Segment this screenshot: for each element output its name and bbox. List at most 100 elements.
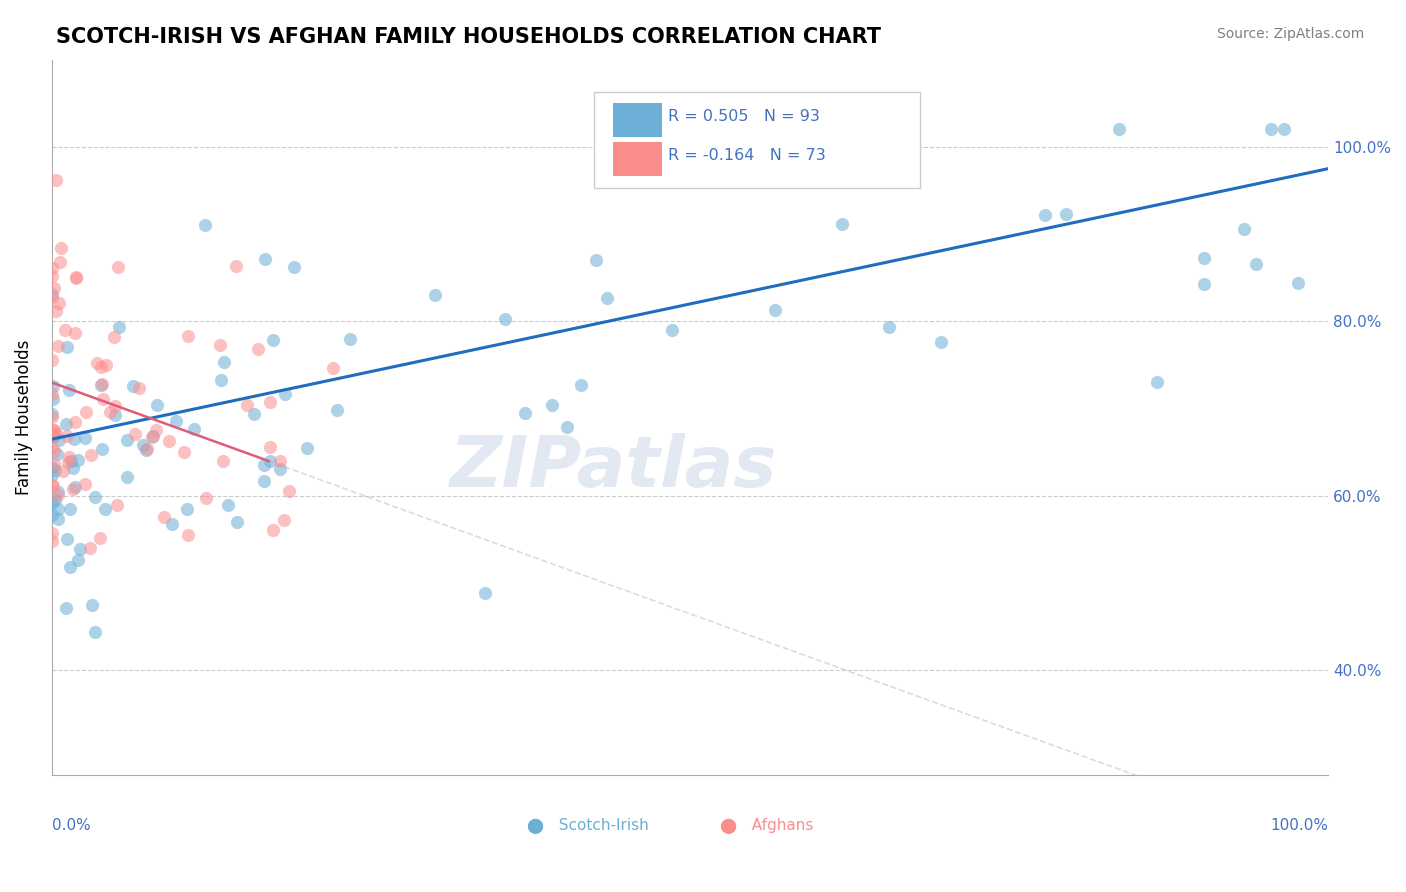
Point (41, 407, 63, 421)
Point (661, 323, 683, 337)
Point (585, 253, 607, 268)
Point (283, 260, 305, 274)
Point (104, 400, 127, 414)
Point (212, 355, 235, 369)
Point (80, 599, 103, 613)
Text: ⬤   Afghans: ⬤ Afghans (720, 818, 813, 834)
Point (41, 478, 63, 492)
Point (108, 320, 131, 334)
Point (1146, 375, 1168, 389)
Point (513, 406, 536, 420)
Text: ⬤   Scotch-Irish: ⬤ Scotch-Irish (527, 818, 648, 834)
Point (42, 429, 65, 443)
Point (183, 422, 205, 436)
Point (91, 442, 114, 457)
Point (262, 524, 284, 538)
Point (84, 624, 107, 639)
Point (153, 510, 176, 524)
Point (44, 493, 66, 508)
Point (63, 326, 86, 340)
Point (339, 332, 361, 346)
Point (86, 356, 108, 370)
Point (136, 442, 159, 456)
Text: 100.0%: 100.0% (1270, 818, 1329, 833)
Point (41, 533, 63, 548)
Point (763, 303, 786, 318)
Point (122, 379, 145, 393)
Point (225, 515, 247, 529)
Point (269, 454, 291, 468)
Point (41, 261, 63, 276)
Point (831, 217, 853, 231)
Point (49, 240, 72, 254)
Point (58, 455, 80, 469)
Point (45, 173, 67, 187)
Point (1033, 208, 1056, 222)
Point (62, 461, 84, 475)
Point (91, 377, 114, 392)
Point (115, 470, 138, 484)
Point (162, 516, 184, 531)
Point (75, 404, 97, 418)
Point (1192, 277, 1215, 291)
Point (45, 303, 67, 318)
Point (49, 255, 72, 269)
Point (60, 454, 83, 468)
Point (269, 462, 291, 476)
Point (262, 334, 284, 348)
Point (259, 395, 281, 409)
Point (41, 508, 63, 523)
FancyBboxPatch shape (595, 92, 920, 188)
Point (135, 442, 157, 457)
Point (259, 454, 281, 468)
Point (1272, 122, 1295, 136)
Point (142, 429, 165, 443)
Point (194, 218, 217, 232)
Point (80, 448, 103, 462)
Point (555, 420, 578, 434)
Point (274, 387, 297, 401)
Text: R = 0.505   N = 93: R = 0.505 N = 93 (668, 109, 820, 124)
Point (62, 433, 84, 447)
Point (41, 460, 63, 475)
Point (104, 408, 127, 422)
Point (55, 341, 77, 355)
Point (259, 441, 281, 455)
Text: SCOTCH-IRISH VS AFGHAN FAMILY HOUSEHOLDS CORRELATION CHART: SCOTCH-IRISH VS AFGHAN FAMILY HOUSEHOLDS… (56, 27, 882, 46)
Point (1286, 276, 1309, 290)
Point (55, 601, 77, 615)
Point (67, 552, 90, 566)
Point (569, 377, 592, 392)
Point (1194, 251, 1216, 265)
Point (42, 281, 65, 295)
Point (46, 339, 69, 353)
Point (326, 403, 349, 417)
Point (59, 502, 82, 516)
FancyBboxPatch shape (613, 103, 662, 136)
Point (277, 484, 299, 499)
Point (75, 477, 97, 491)
Point (56, 532, 79, 546)
Point (41, 410, 63, 425)
Point (46, 488, 69, 502)
Point (494, 312, 516, 326)
Point (195, 491, 218, 506)
Point (1108, 122, 1130, 136)
Text: R = -0.164   N = 73: R = -0.164 N = 73 (668, 148, 825, 163)
Point (79, 541, 101, 555)
Point (253, 474, 276, 488)
Point (297, 442, 319, 456)
Point (235, 398, 257, 412)
Point (55, 417, 77, 432)
Point (209, 338, 232, 352)
Point (52, 464, 75, 478)
Point (105, 499, 128, 513)
Point (42, 427, 65, 442)
Point (246, 343, 269, 357)
Text: ZIPatlas: ZIPatlas (450, 433, 778, 502)
Point (242, 408, 264, 422)
Point (42, 392, 65, 406)
Point (73, 431, 96, 445)
Point (177, 328, 200, 343)
Point (42, 457, 65, 471)
